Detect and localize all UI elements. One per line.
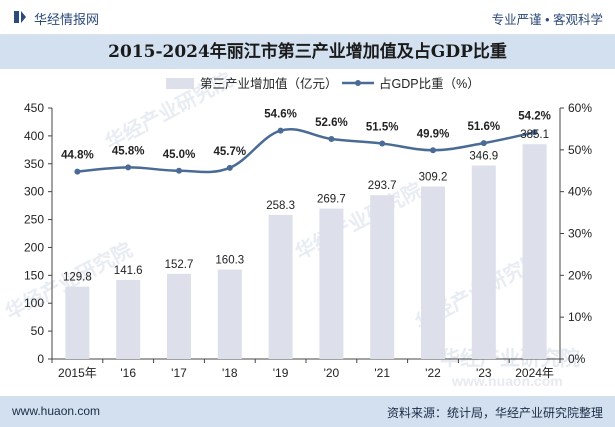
bar [65,286,90,359]
y-right-tick-label: 40% [568,185,592,199]
watermark-url: www.huaon.com [451,373,563,389]
line-value-label: 44.8% [61,150,94,162]
line-point [74,168,81,175]
y-right-tick-label: 20% [568,268,592,282]
legend-line-label: 占GDP比重（%） [379,76,480,91]
line-value-label: 45.8% [112,145,145,157]
y-left-tick-label: 250 [24,213,44,227]
title-band: 2015-2024年丽江市第三产业增加值及占GDP比重 [0,35,615,69]
y-right-tick-label: 30% [568,227,592,241]
legend-line-marker [355,80,361,86]
line-path [77,128,535,174]
bar-value-label: 385.1 [520,129,549,141]
line-value-label: 49.9% [417,128,450,140]
y-right-tick-label: 10% [568,310,592,324]
line-value-label: 45.7% [213,146,246,158]
line-point [125,164,132,171]
bar [268,214,293,359]
y-left-tick-label: 450 [24,101,44,115]
legend-bar-label: 第三产业增加值（亿元） [200,76,338,91]
x-tick-label: '16 [120,366,136,380]
y-left-tick-label: 200 [24,240,44,254]
x-tick-label: '17 [171,366,187,380]
axes: 0 50 100 150 200 250 300 350 400 450 0% 10% 20% 30% 40… [24,101,592,380]
x-tick-label: 2024年 [515,366,554,380]
watermark-text: 华经产业研究院 [291,177,426,264]
x-tick-label: '20 [324,366,340,380]
line-value-label: 51.6% [467,121,500,133]
bar-value-label: 269.7 [317,194,346,206]
bar-value-label: 152.7 [165,259,194,271]
x-tick-label: '22 [425,366,441,380]
bar-value-label: 141.6 [114,265,143,277]
y-right-tick-label: 60% [568,101,592,115]
bar-value-label: 258.3 [266,200,295,212]
line-value-label: 51.5% [366,122,399,134]
line-point [480,140,487,147]
bar [217,269,242,359]
bar [116,280,141,359]
x-tick-label: '23 [476,366,492,380]
y-left-tick-label: 100 [24,296,44,310]
bar [370,195,395,359]
line-value-label: 52.6% [315,117,348,129]
bar [421,186,445,359]
bar [471,165,496,359]
line-series [74,127,538,175]
bar-value-label: 346.9 [469,151,498,163]
bar-value-label: 293.7 [368,180,397,192]
bar [167,273,191,359]
line-point [531,129,538,136]
footer-source: 资料来源：统计局，华经产业研究院整理 [386,406,603,420]
y-left-tick-label: 400 [24,129,44,143]
y-left-tick-label: 50 [31,324,45,338]
line-value-label: 54.6% [264,109,297,121]
watermark-text: 华经产业研究院 [440,346,580,370]
line-point [379,140,386,147]
bar-value-label: 309.2 [419,172,448,184]
line-point [226,164,233,171]
line-point [328,135,335,142]
bar-value-label: 160.3 [215,255,244,267]
tagline: 专业严谨 • 客观科学 [491,13,603,27]
y-left-tick-label: 350 [24,157,44,171]
top-bar: 华经情报网 专业严谨 • 客观科学 [0,0,615,35]
x-tick-label: '19 [273,366,289,380]
y-right-tick-label: 0% [568,352,586,366]
chart-legend: 第三产业增加值（亿元） 占GDP比重（%） [166,76,480,91]
bar [319,208,344,359]
footer-url[interactable]: www.huaon.com [12,404,101,418]
line-point [430,147,436,154]
line-value-label: 54.2% [518,110,551,122]
x-tick-label: '21 [374,366,390,380]
x-tick-label: 2015年 [58,366,97,380]
chart-title: 2015-2024年丽江市第三产业增加值及占GDP比重 [108,42,507,62]
line-point [176,167,182,174]
footer-band: www.huaon.com 资料来源：统计局，华经产业研究院整理 [0,396,615,427]
x-tick-label: '18 [222,366,238,380]
brand-logo-icon [14,11,26,23]
bar-value-label: 129.8 [63,272,92,284]
legend-bar-swatch [166,78,194,89]
y-left-tick-label: 300 [24,185,44,199]
bar-series [65,144,547,359]
line-point [277,127,284,134]
y-right-tick-label: 50% [568,143,592,157]
y-left-tick-label: 0 [37,352,44,366]
y-left-tick-label: 150 [24,268,44,282]
line-value-label: 45.0% [163,149,196,161]
brand-name[interactable]: 华经情报网 [34,12,100,27]
chart-area: 华经产业研究院华经产业研究院华经产业研究院华经产业研究院华经产业研究院www.h… [1,70,592,389]
bar [522,144,547,359]
data-labels: 129.8 141.6 152.7 160.3 258.3 269.7 293.7 309.2… [61,109,551,284]
